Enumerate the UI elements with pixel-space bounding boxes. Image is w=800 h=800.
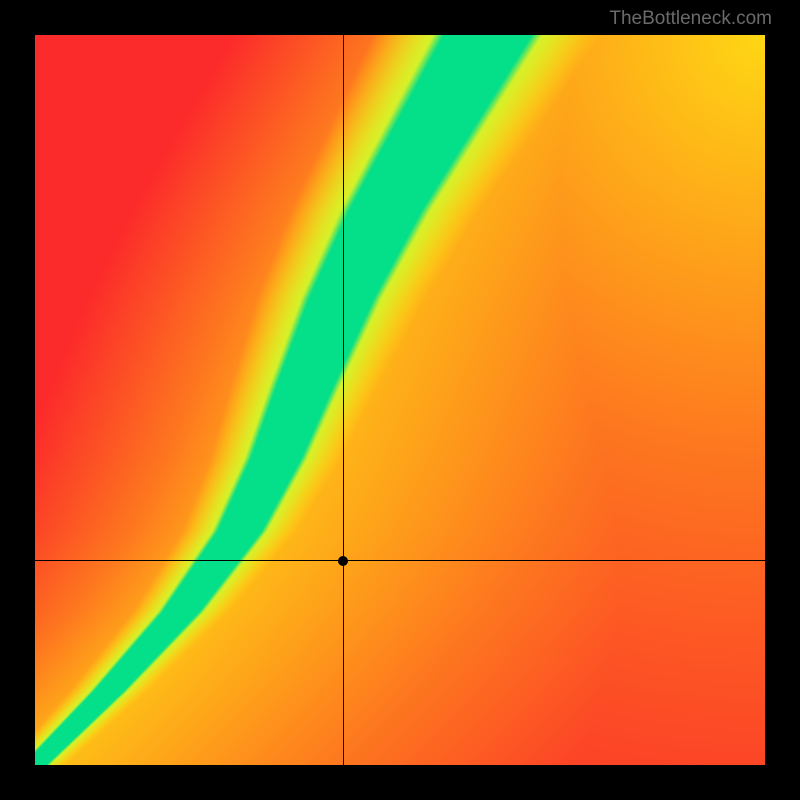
heatmap-canvas xyxy=(35,35,765,765)
crosshair-horizontal xyxy=(35,560,765,561)
watermark-text: TheBottleneck.com xyxy=(609,8,772,30)
marker-dot xyxy=(338,556,348,566)
plot-area xyxy=(35,35,765,765)
crosshair-vertical xyxy=(343,35,344,765)
